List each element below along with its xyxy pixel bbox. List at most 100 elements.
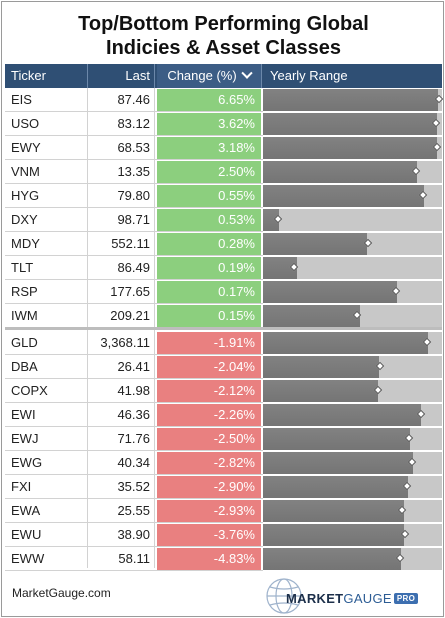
range-track [263, 524, 442, 546]
cell-change: 0.19% [157, 257, 261, 279]
cell-change: -2.93% [157, 500, 261, 522]
range-track [263, 380, 442, 402]
table-row[interactable]: EWW 58.11 -4.83% [5, 547, 442, 571]
row-divider [5, 255, 263, 256]
top-bottom-separator [5, 327, 442, 330]
row-divider [5, 135, 263, 136]
cell-last: 35.52 [117, 479, 150, 494]
table-row[interactable]: USO 83.12 3.62% [5, 112, 442, 136]
range-track [263, 476, 442, 498]
logo-word-market: MARKET [286, 591, 344, 606]
range-track [263, 257, 442, 279]
table-row[interactable]: FXI 35.52 -2.90% [5, 475, 442, 499]
cell-ticker: IWM [11, 308, 38, 323]
chart-title: Top/Bottom Performing Global Indicies & … [2, 12, 445, 60]
header-ticker[interactable]: Ticker [11, 68, 46, 83]
row-divider [5, 498, 263, 499]
row-divider [5, 378, 263, 379]
title-line-2: Indicies & Asset Classes [106, 37, 341, 59]
table-row[interactable]: EIS 87.46 6.65% [5, 88, 444, 112]
cell-change: -4.83% [157, 548, 261, 570]
cell-ticker: TLT [11, 260, 34, 275]
range-bar [263, 452, 413, 474]
range-track [263, 332, 442, 354]
range-bar [263, 257, 297, 279]
cell-last: 13.35 [117, 164, 150, 179]
cell-change: 0.55% [157, 185, 261, 207]
cell-change: 2.50% [157, 161, 261, 183]
cell-change: -2.90% [157, 476, 261, 498]
logo-word-gauge: GAUGE [343, 591, 392, 606]
table-row[interactable]: IWM 209.21 0.15% [5, 304, 442, 328]
table-row[interactable]: GLD 3,368.11 -1.91% [5, 331, 442, 355]
cell-last: 38.90 [117, 527, 150, 542]
row-divider [5, 207, 263, 208]
table-row[interactable]: EWJ 71.76 -2.50% [5, 427, 442, 451]
row-divider [5, 159, 263, 160]
range-bar [263, 89, 438, 111]
cell-last: 87.46 [117, 92, 150, 107]
cell-last: 58.11 [118, 551, 150, 566]
row-divider [5, 474, 263, 475]
table-row[interactable]: RSP 177.65 0.17% [5, 280, 442, 304]
cell-last: 552.11 [111, 236, 150, 251]
table-row[interactable]: VNM 13.35 2.50% [5, 160, 442, 184]
cell-change: -2.12% [157, 380, 261, 402]
table-row[interactable]: DBA 26.41 -2.04% [5, 355, 442, 379]
range-bar [263, 281, 397, 303]
cell-last: 71.76 [117, 431, 150, 446]
logo-wordmark: MARKETGAUGE PRO [286, 591, 419, 606]
cell-ticker: HYG [11, 188, 40, 203]
title-line-1: Top/Bottom Performing Global [78, 13, 369, 35]
cell-ticker: RSP [11, 284, 38, 299]
cell-ticker: GLD [11, 335, 38, 350]
range-track [263, 428, 442, 450]
table-row[interactable]: EWA 25.55 -2.93% [5, 499, 442, 523]
row-divider [5, 426, 263, 427]
header-change[interactable]: Change (%) [157, 64, 261, 88]
cell-ticker: EWI [11, 407, 36, 422]
table-row[interactable]: HYG 79.80 0.55% [5, 184, 442, 208]
range-track [263, 161, 442, 183]
cell-last: 68.53 [117, 140, 150, 155]
range-bar [263, 161, 417, 183]
cell-last: 3,368.11 [100, 335, 150, 350]
cell-ticker: COPX [11, 383, 48, 398]
table-row[interactable]: COPX 41.98 -2.12% [5, 379, 442, 403]
row-divider [5, 522, 263, 523]
row-divider [5, 570, 263, 571]
header-last[interactable]: Last [125, 68, 150, 83]
source-text: MarketGauge.com [12, 586, 111, 600]
table-row[interactable]: MDY 552.11 0.28% [5, 232, 442, 256]
table-row[interactable]: TLT 86.49 0.19% [5, 256, 442, 280]
range-track [263, 209, 442, 231]
row-divider [5, 231, 263, 232]
row-divider [5, 354, 263, 355]
cell-ticker: EWW [11, 551, 45, 566]
range-bar [263, 305, 360, 327]
range-bar [263, 113, 437, 135]
cell-change: -2.26% [157, 404, 261, 426]
cell-change: 0.28% [157, 233, 261, 255]
range-bar [263, 380, 378, 402]
cell-last: 209.21 [110, 308, 150, 323]
cell-change: -1.91% [157, 332, 261, 354]
row-divider [5, 546, 263, 547]
cell-change: 3.18% [157, 137, 261, 159]
range-bar [263, 524, 404, 546]
range-track [263, 89, 444, 111]
table-row[interactable]: EWU 38.90 -3.76% [5, 523, 442, 547]
table-row[interactable]: EWI 46.36 -2.26% [5, 403, 442, 427]
range-bar [263, 476, 408, 498]
cell-last: 86.49 [117, 260, 150, 275]
range-bar [263, 209, 279, 231]
table-row[interactable]: EWY 68.53 3.18% [5, 136, 442, 160]
header-range[interactable]: Yearly Range [270, 68, 348, 83]
table-row[interactable]: DXY 98.71 0.53% [5, 208, 442, 232]
table-row[interactable]: EWG 40.34 -2.82% [5, 451, 442, 475]
range-bar [263, 500, 404, 522]
row-divider [5, 450, 263, 451]
cell-last: 40.34 [117, 455, 150, 470]
cell-ticker: EWY [11, 140, 41, 155]
cell-last: 79.80 [117, 188, 150, 203]
